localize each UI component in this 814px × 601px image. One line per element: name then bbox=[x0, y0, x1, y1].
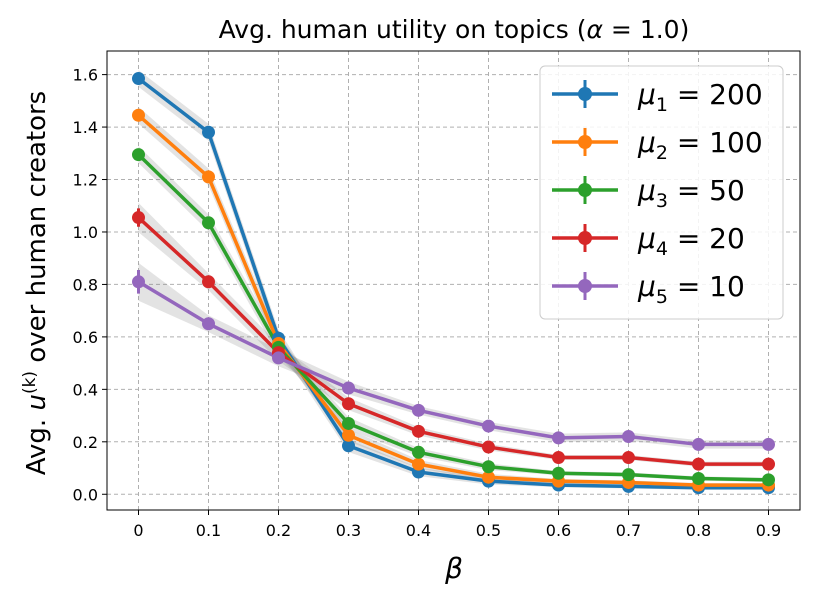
legend-label-value: = 100 bbox=[668, 126, 763, 159]
legend-label-symbol: μ bbox=[637, 174, 656, 207]
legend-label-subscript: 2 bbox=[656, 142, 668, 164]
legend-label-symbol: μ bbox=[637, 270, 656, 303]
series-line-3 bbox=[137, 153, 769, 482]
legend-label: μ4 = 20 bbox=[637, 222, 745, 260]
data-point bbox=[622, 430, 635, 444]
data-point bbox=[482, 440, 495, 454]
x-tick-label: 0.6 bbox=[546, 521, 571, 540]
legend-label: μ1 = 200 bbox=[637, 78, 763, 116]
data-point bbox=[272, 351, 285, 365]
data-point bbox=[622, 468, 635, 482]
x-tick-label: 0.7 bbox=[616, 521, 641, 540]
x-tick-label: 0.8 bbox=[686, 521, 711, 540]
data-point bbox=[622, 451, 635, 465]
legend-label-value: = 50 bbox=[668, 174, 745, 207]
data-point bbox=[132, 148, 145, 162]
data-point bbox=[202, 216, 215, 230]
x-tick-label: 0 bbox=[133, 521, 143, 540]
legend-label-value: = 10 bbox=[668, 270, 745, 303]
chart-title: Avg. human utility on topics (α = 1.0) bbox=[219, 15, 690, 44]
plot-frame bbox=[106, 50, 801, 511]
error-band-series-4 bbox=[138, 202, 769, 467]
data-point bbox=[202, 317, 215, 331]
x-axis-label: β bbox=[444, 552, 463, 585]
data-point bbox=[412, 457, 425, 471]
legend-label: μ3 = 50 bbox=[637, 174, 745, 212]
data-point bbox=[342, 397, 355, 411]
legend-label-value: = 20 bbox=[668, 222, 745, 255]
x-tick-label: 0.5 bbox=[476, 521, 501, 540]
data-point bbox=[132, 275, 145, 289]
series-line-1 bbox=[137, 77, 769, 490]
legend-label-symbol: μ bbox=[637, 126, 656, 159]
data-point bbox=[132, 108, 145, 122]
data-point bbox=[762, 437, 775, 451]
series-line-5 bbox=[137, 280, 769, 447]
data-point bbox=[482, 419, 495, 433]
legend-label-subscript: 1 bbox=[656, 94, 668, 116]
legend-swatch-marker bbox=[578, 279, 592, 293]
legend-label-value: = 200 bbox=[668, 78, 763, 111]
y-tick-label: 0.2 bbox=[73, 433, 98, 452]
data-point bbox=[412, 445, 425, 459]
data-point bbox=[132, 72, 145, 86]
y-tick-label: 1.6 bbox=[73, 66, 98, 85]
data-point bbox=[202, 170, 215, 184]
legend-swatch-marker bbox=[578, 135, 592, 149]
legend-label: μ5 = 10 bbox=[637, 270, 745, 308]
data-point bbox=[692, 437, 705, 451]
data-point bbox=[132, 211, 145, 225]
data-point bbox=[412, 424, 425, 438]
legend-swatch-marker bbox=[578, 231, 592, 245]
data-points bbox=[132, 72, 775, 495]
data-point bbox=[342, 416, 355, 430]
series-line-4 bbox=[137, 216, 769, 466]
legend-swatch-marker bbox=[578, 87, 592, 101]
data-point bbox=[202, 125, 215, 139]
data-point bbox=[552, 451, 565, 465]
axis-ticks: 0 0.1 0.2 0.3 0.4 0.5 0.6 0.7 0.8 0.9 0.0 0.2 0.4 0.6… bbox=[73, 66, 782, 540]
y-tick-label: 0.0 bbox=[73, 485, 98, 504]
y-axis-label: Avg. u(k) over human creators bbox=[20, 91, 52, 475]
data-point bbox=[342, 381, 355, 395]
series-lines bbox=[137, 77, 769, 490]
data-point bbox=[482, 470, 495, 484]
data-point bbox=[342, 439, 355, 453]
legend-label-symbol: μ bbox=[637, 78, 656, 111]
data-point bbox=[692, 457, 705, 471]
data-point bbox=[762, 473, 775, 487]
data-point bbox=[762, 457, 775, 471]
data-point bbox=[692, 472, 705, 486]
data-point bbox=[552, 466, 565, 480]
data-point bbox=[342, 428, 355, 442]
error-bands bbox=[138, 70, 769, 490]
legend-box bbox=[539, 65, 784, 320]
x-tick-label: 0.4 bbox=[406, 521, 431, 540]
y-tick-label: 0.6 bbox=[73, 328, 98, 347]
legend-label-subscript: 5 bbox=[656, 286, 668, 308]
y-tick-label: 1.2 bbox=[73, 171, 98, 190]
y-tick-label: 1.4 bbox=[73, 118, 98, 137]
data-point bbox=[202, 275, 215, 289]
x-tick-label: 0.9 bbox=[756, 521, 781, 540]
legend-swatch-marker bbox=[578, 183, 592, 197]
x-tick-label: 0.1 bbox=[196, 521, 221, 540]
data-point bbox=[482, 460, 495, 474]
y-tick-label: 1.0 bbox=[73, 223, 98, 242]
legend-label-subscript: 3 bbox=[656, 190, 668, 212]
series-line-2 bbox=[137, 113, 769, 487]
legend-label-subscript: 4 bbox=[656, 238, 668, 260]
error-band-series-5 bbox=[138, 262, 769, 449]
legend-label: μ2 = 100 bbox=[637, 126, 763, 164]
x-tick-label: 0.3 bbox=[336, 521, 361, 540]
data-point bbox=[552, 431, 565, 445]
y-tick-label: 0.8 bbox=[73, 275, 98, 294]
data-point bbox=[412, 403, 425, 417]
legend-label-symbol: μ bbox=[637, 222, 656, 255]
x-tick-label: 0.2 bbox=[266, 521, 291, 540]
y-tick-label: 0.4 bbox=[73, 380, 98, 399]
